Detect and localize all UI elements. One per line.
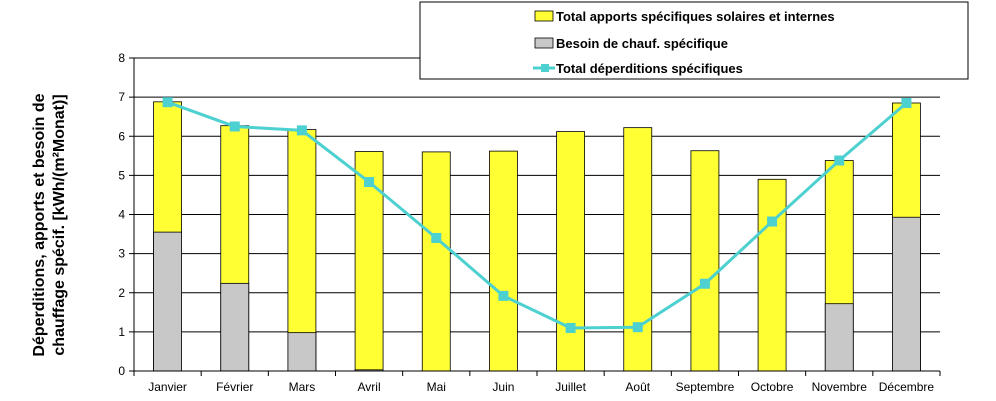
y-tick-label: 2 (118, 286, 125, 300)
bar-apports (287, 129, 317, 372)
gridlines (134, 57, 940, 333)
point-deperditions (632, 322, 643, 333)
y-tick-label: 5 (118, 168, 125, 182)
bar-besoin (824, 303, 854, 372)
x-tick-label: Octobre (751, 380, 794, 394)
legend-swatch-besoin (534, 37, 554, 49)
x-tick-label: Avril (358, 380, 381, 394)
axes (129, 57, 941, 376)
bar-apports (690, 150, 720, 372)
x-tick-label: Décembre (879, 380, 935, 394)
line-deperditions (167, 100, 908, 330)
point-deperditions (498, 290, 509, 301)
x-tick-label: Juin (492, 380, 514, 394)
bar-apports (757, 178, 787, 372)
point-deperditions (162, 97, 173, 108)
legend-swatch-apports (534, 10, 554, 22)
legend-marker-deperditions (541, 64, 549, 72)
legend: Total apports spécifiques solaires et in… (419, 1, 969, 80)
y-tick-label: 3 (118, 247, 125, 261)
bar-besoin (287, 332, 317, 372)
x-tick-label: Mars (289, 380, 316, 394)
point-deperditions (565, 322, 576, 333)
point-deperditions (364, 177, 375, 188)
point-deperditions (699, 278, 710, 289)
x-tick-label: Août (625, 380, 650, 394)
y-tick-label: 6 (118, 129, 125, 143)
y-tick-label: 8 (118, 51, 125, 65)
legend-label-deperditions: Total déperditions spécifiques (556, 61, 743, 76)
bar-apports (489, 150, 518, 372)
x-tick-label: Septembre (676, 380, 735, 394)
x-tick-label: Février (216, 380, 253, 394)
x-tick-label: Juillet (555, 380, 586, 394)
point-deperditions (901, 97, 912, 108)
bar-besoin (153, 231, 182, 372)
legend-box (419, 1, 969, 80)
legend-label-besoin: Besoin de chauf. spécifique (556, 36, 728, 51)
bars (153, 101, 921, 372)
x-tick-label: Mai (427, 380, 446, 394)
y-axis-title-line1: Déperditions, apports et besoin de (31, 93, 48, 356)
line-series (162, 97, 912, 333)
point-deperditions (296, 125, 307, 136)
x-tick-label: Janvier (148, 380, 187, 394)
legend-label-apports: Total apports spécifiques solaires et in… (556, 9, 835, 24)
y-tick-label: 1 (118, 325, 125, 339)
point-deperditions (834, 155, 845, 166)
point-deperditions (229, 121, 240, 132)
tick-labels: 0 1 2 3 4 5 6 7 8 Janvier Février Mars Avril Mai Juin J… (118, 51, 934, 394)
bar-besoin (220, 282, 250, 372)
y-axis-title-line2: chauffage spécif. [kWh/(m²Monat)] (51, 94, 68, 355)
x-tick-label: Novembre (812, 380, 868, 394)
point-deperditions (767, 216, 778, 227)
y-tick-label: 7 (118, 90, 125, 104)
bar-apports (421, 151, 451, 372)
bar-besoin (892, 216, 921, 372)
point-deperditions (431, 232, 442, 243)
y-tick-label: 0 (118, 364, 125, 378)
bar-apports (556, 131, 585, 372)
y-tick-label: 4 (118, 208, 125, 222)
bar-apports (623, 127, 653, 372)
